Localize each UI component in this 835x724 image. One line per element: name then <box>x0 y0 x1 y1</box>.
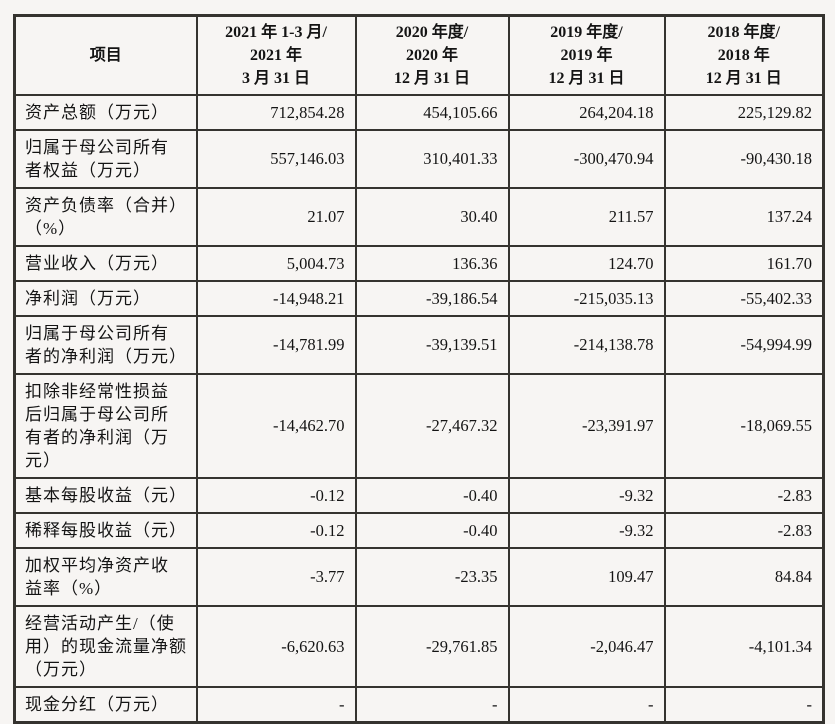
value-cell: 211.57 <box>507 187 666 247</box>
value-cell: -2.83 <box>663 477 825 514</box>
table-row: 加权平均净资产收 益率（%） -3.77 -23.35 109.47 84.84 <box>13 547 825 607</box>
value-cell: -29,761.85 <box>354 605 510 688</box>
value-cell: 225,129.82 <box>663 94 825 131</box>
value-cell: 136.36 <box>354 245 510 282</box>
value-cell: 310,401.33 <box>354 129 510 189</box>
header-period-column: 2020 年度/ 2020 年 12 月 31 日 <box>354 14 510 96</box>
value-cell: - <box>507 686 666 724</box>
value-cell: - <box>195 686 357 724</box>
value-cell: -300,470.94 <box>507 129 666 189</box>
table-header-row: 项目 2021 年 1-3 月/ 2021 年 3 月 31 日 2020 年度/ … <box>13 14 825 96</box>
value-cell: -39,186.54 <box>354 280 510 317</box>
row-label: 稀释每股收益（元） <box>13 512 198 549</box>
value-cell: 30.40 <box>354 187 510 247</box>
value-cell: -14,462.70 <box>195 373 357 479</box>
value-cell: -39,139.51 <box>354 315 510 375</box>
value-cell: 109.47 <box>507 547 666 607</box>
value-cell: -55,402.33 <box>663 280 825 317</box>
table-row: 稀释每股收益（元） -0.12 -0.40 -9.32 -2.83 <box>13 512 825 549</box>
value-cell: -90,430.18 <box>663 129 825 189</box>
table-row: 净利润（万元） -14,948.21 -39,186.54 -215,035.13 -5… <box>13 280 825 317</box>
value-cell: -27,467.32 <box>354 373 510 479</box>
value-cell: -18,069.55 <box>663 373 825 479</box>
value-cell: - <box>354 686 510 724</box>
header-period-column: 2021 年 1-3 月/ 2021 年 3 月 31 日 <box>195 14 357 96</box>
table-row: 基本每股收益（元） -0.12 -0.40 -9.32 -2.83 <box>13 477 825 514</box>
table-row: 扣除非经常性损益 后归属于母公司所 有者的净利润（万 元） -14,462.70-… <box>13 373 825 479</box>
row-label: 归属于母公司所有 者权益（万元） <box>13 129 198 189</box>
value-cell: -0.12 <box>195 512 357 549</box>
value-cell: -0.40 <box>354 512 510 549</box>
header-period-column: 2019 年度/ 2019 年 12 月 31 日 <box>507 14 666 96</box>
value-cell: 712,854.28 <box>195 94 357 131</box>
value-cell: -9.32 <box>507 477 666 514</box>
value-cell: 264,204.18 <box>507 94 666 131</box>
row-label: 资产总额（万元） <box>13 94 198 131</box>
value-cell: 21.07 <box>195 187 357 247</box>
value-cell: - <box>663 686 825 724</box>
value-cell: -14,781.99 <box>195 315 357 375</box>
value-cell: 137.24 <box>663 187 825 247</box>
value-cell: -9.32 <box>507 512 666 549</box>
value-cell: -4,101.34 <box>663 605 825 688</box>
value-cell: -215,035.13 <box>507 280 666 317</box>
table-row: 现金分红（万元） - - - - <box>13 686 825 724</box>
header-item-column: 项目 <box>13 14 198 96</box>
row-label: 资产负债率（合并） （%） <box>13 187 198 247</box>
value-cell: 557,146.03 <box>195 129 357 189</box>
row-label: 加权平均净资产收 益率（%） <box>13 547 198 607</box>
table-row: 营业收入（万元） 5,004.73 136.36 124.70 161.70 <box>13 245 825 282</box>
row-label: 归属于母公司所有 者的净利润（万元） <box>13 315 198 375</box>
value-cell: -23.35 <box>354 547 510 607</box>
value-cell: 5,004.73 <box>195 245 357 282</box>
row-label: 现金分红（万元） <box>13 686 198 724</box>
table-row: 归属于母公司所有 者权益（万元） 557,146.03 310,401.33 -300… <box>13 129 825 189</box>
value-cell: -0.12 <box>195 477 357 514</box>
row-label: 营业收入（万元） <box>13 245 198 282</box>
value-cell: -6,620.63 <box>195 605 357 688</box>
value-cell: -23,391.97 <box>507 373 666 479</box>
value-cell: 124.70 <box>507 245 666 282</box>
value-cell: 454,105.66 <box>354 94 510 131</box>
value-cell: -54,994.99 <box>663 315 825 375</box>
header-period-column: 2018 年度/ 2018 年 12 月 31 日 <box>663 14 825 96</box>
value-cell: 161.70 <box>663 245 825 282</box>
row-label: 基本每股收益（元） <box>13 477 198 514</box>
value-cell: -3.77 <box>195 547 357 607</box>
value-cell: -0.40 <box>354 477 510 514</box>
table-row: 资产总额（万元） 712,854.28 454,105.66 264,204.18 22… <box>13 94 825 131</box>
value-cell: -2,046.47 <box>507 605 666 688</box>
table-row: 归属于母公司所有 者的净利润（万元） -14,781.99 -39,139.51 -2… <box>13 315 825 375</box>
row-label: 经营活动产生/（使 用）的现金流量净额 （万元） <box>13 605 198 688</box>
financial-summary-table: 项目 2021 年 1-3 月/ 2021 年 3 月 31 日 2020 年度/ … <box>13 14 825 724</box>
table-row: 经营活动产生/（使 用）的现金流量净额 （万元） -6,620.63 -29,761… <box>13 605 825 688</box>
value-cell: -2.83 <box>663 512 825 549</box>
row-label: 净利润（万元） <box>13 280 198 317</box>
row-label: 扣除非经常性损益 后归属于母公司所 有者的净利润（万 元） <box>13 373 198 479</box>
value-cell: -214,138.78 <box>507 315 666 375</box>
value-cell: 84.84 <box>663 547 825 607</box>
table-row: 资产负债率（合并） （%） 21.07 30.40 211.57 137.24 <box>13 187 825 247</box>
value-cell: -14,948.21 <box>195 280 357 317</box>
